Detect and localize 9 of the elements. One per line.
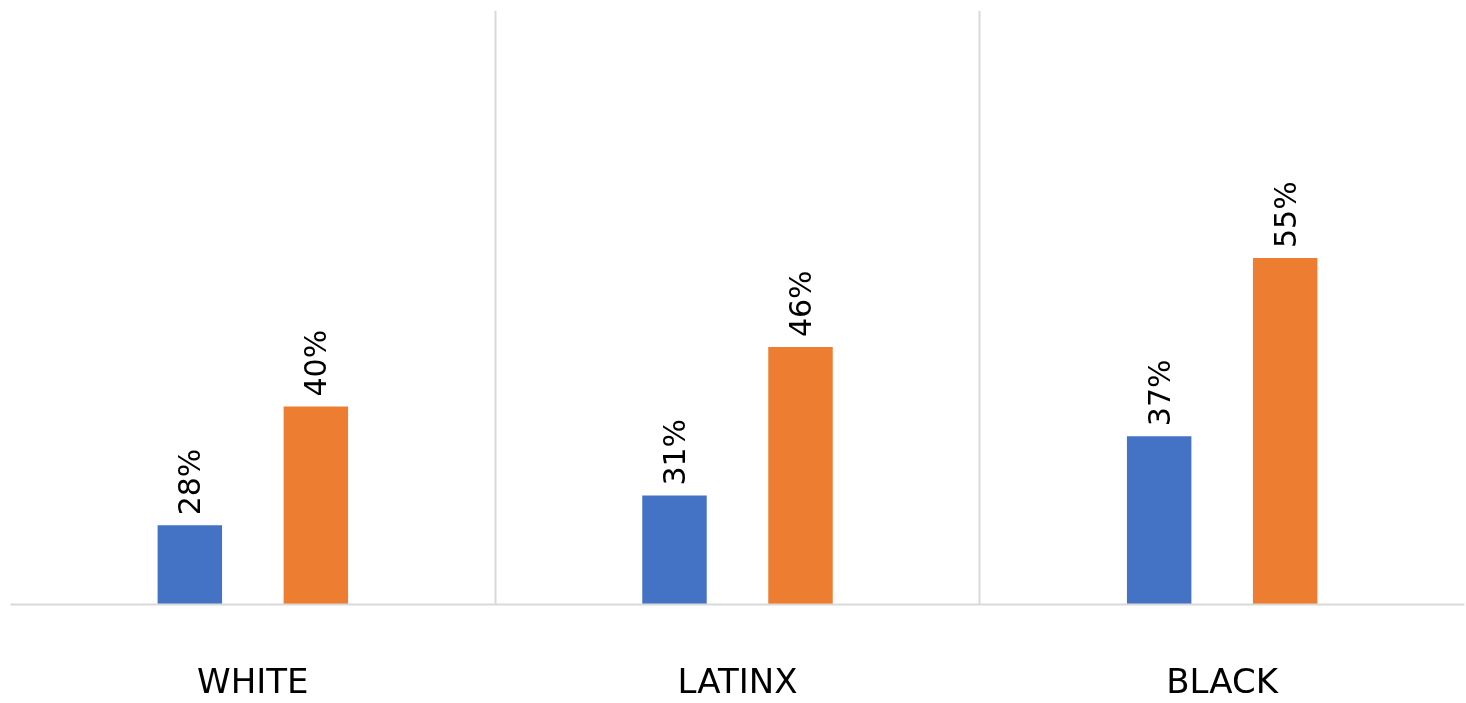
data-label: 37% — [1141, 359, 1177, 427]
x-tick-label: LATINX — [677, 660, 798, 701]
data-label: 28% — [172, 448, 208, 516]
data-label: 46% — [783, 270, 819, 338]
data-label: 40% — [298, 329, 334, 397]
x-tick-label: WHITE — [197, 660, 309, 701]
x-tick-label: BLACK — [1166, 660, 1280, 701]
data-label: 55% — [1267, 181, 1303, 248]
data-label: 31% — [656, 418, 692, 486]
